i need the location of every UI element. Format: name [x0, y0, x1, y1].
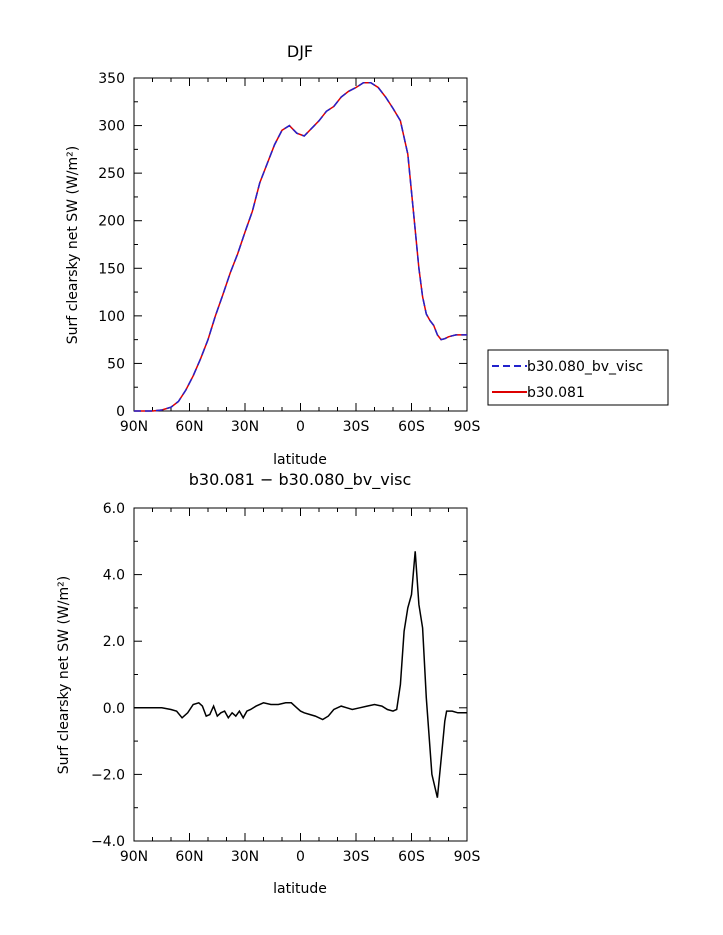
top-y-axis-label: Surf clearsky net SW (W/m²)	[65, 146, 81, 344]
legend: b30.080_bv_visc b30.081	[487, 349, 669, 406]
bottom-x-axis-label: latitude	[273, 881, 327, 897]
legend-label-b30-080: b30.080_bv_visc	[527, 359, 643, 375]
bottom-y-axis-label: Surf clearsky net SW (W/m²)	[56, 576, 72, 774]
bottom-series-line-0	[134, 551, 467, 798]
top-series-line-0	[134, 82, 467, 412]
top-x-tick-label: 60S	[398, 419, 425, 435]
bottom-y-tick-label: 2.0	[103, 634, 125, 650]
bottom-plot-frame	[133, 507, 468, 842]
top-chart-title: DJF	[287, 42, 313, 61]
bottom-x-tick-label: 90N	[120, 849, 148, 865]
top-ticks: 90N 60N 30N 0 30S 60S 90S 0 50 100 150 200 250 300 350	[98, 71, 480, 435]
bottom-x-tick-label: 90S	[454, 849, 481, 865]
bottom-y-tick-label: 0.0	[103, 701, 125, 717]
top-y-tick-label: 0	[116, 404, 125, 420]
legend-box	[487, 349, 669, 406]
top-x-tick-label: 60N	[175, 419, 203, 435]
top-chart: DJF 90N 60N 30N 0 30S 60S 90S 0 50 100 150 200 250 30…	[65, 42, 669, 468]
bottom-ticks: 90N 60N 30N 0 30S 60S 90S −4.0 −2.0 0.0 2.0 4.0 6.0	[91, 501, 480, 865]
bottom-y-tick-label: −2.0	[91, 767, 125, 783]
top-y-tick-label: 100	[98, 309, 125, 325]
top-y-tick-label: 300	[98, 119, 125, 135]
top-y-tick-label: 350	[98, 71, 125, 87]
bottom-x-tick-label: 30S	[343, 849, 370, 865]
top-x-tick-label: 30N	[231, 419, 259, 435]
top-y-tick-label: 250	[98, 166, 125, 182]
bottom-series	[134, 551, 467, 798]
bottom-y-tick-label: 6.0	[103, 501, 125, 517]
bottom-y-tick-label: −4.0	[91, 834, 125, 850]
bottom-x-tick-label: 30N	[231, 849, 259, 865]
bottom-x-tick-label: 60N	[175, 849, 203, 865]
top-x-tick-label: 0	[296, 419, 305, 435]
top-x-tick-label: 90S	[454, 419, 481, 435]
legend-label-b30-081: b30.081	[527, 385, 585, 401]
bottom-y-tick-label: 4.0	[103, 568, 125, 584]
top-y-tick-label: 50	[107, 356, 125, 372]
bottom-x-tick-label: 60S	[398, 849, 425, 865]
bottom-chart: b30.081 − b30.080_bv_visc 90N 60N 30N 0 30S 6…	[56, 470, 480, 897]
top-x-tick-label: 30S	[343, 419, 370, 435]
top-x-axis-label: latitude	[273, 452, 327, 468]
bottom-chart-title: b30.081 − b30.080_bv_visc	[189, 470, 412, 490]
top-y-tick-label: 150	[98, 261, 125, 277]
top-y-tick-label: 200	[98, 214, 125, 230]
top-series	[134, 82, 467, 412]
top-x-tick-label: 90N	[120, 419, 148, 435]
bottom-x-tick-label: 0	[296, 849, 305, 865]
